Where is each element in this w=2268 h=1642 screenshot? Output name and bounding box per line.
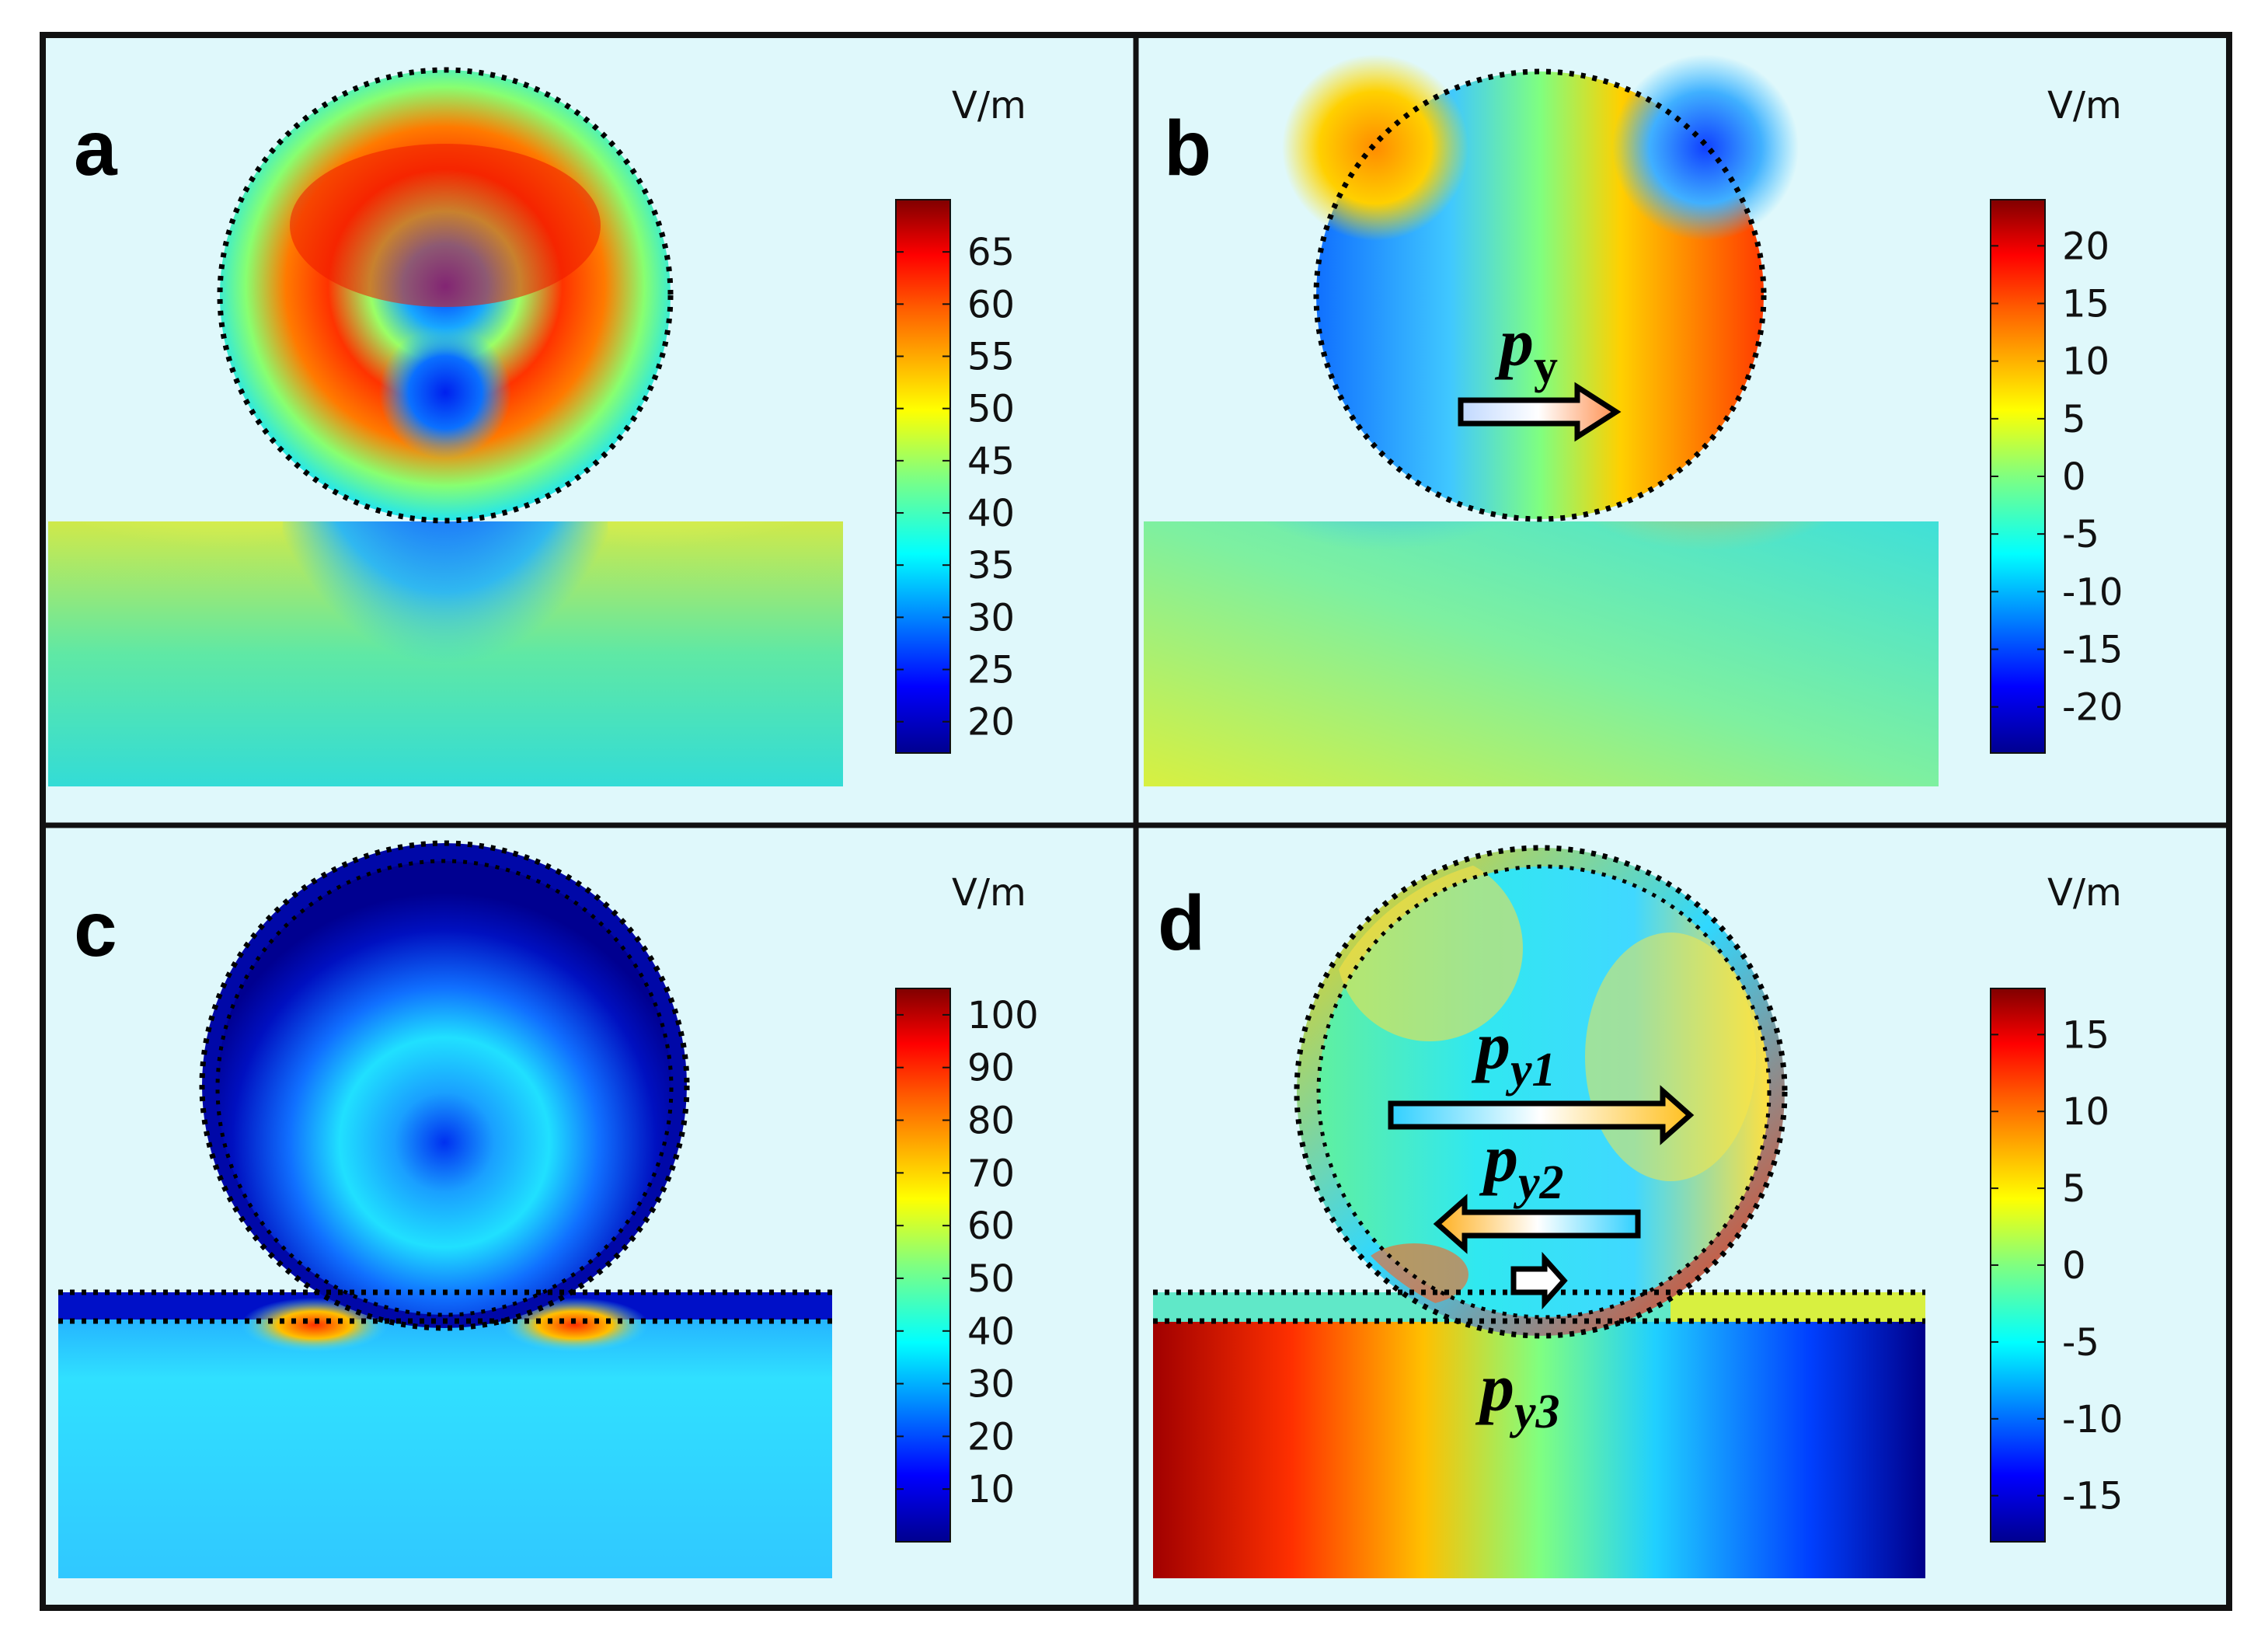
- panel-c-tick-label-1: 90: [967, 1047, 1015, 1090]
- panel-d-label-py1-sub: y1: [1505, 1044, 1556, 1096]
- panel-d-sphere-outline-inner: [1316, 864, 1772, 1320]
- panel-d-label-py3-sub: y3: [1509, 1386, 1560, 1438]
- panel-c-sphere-outline-inner: [215, 859, 674, 1317]
- panel-a-letter: a: [74, 105, 118, 192]
- panel-d-label-py1-base: p: [1471, 1009, 1510, 1084]
- panel-c-tick-label-5: 50: [967, 1257, 1015, 1301]
- panel-d-sphere-outline-outer: [1294, 845, 1788, 1339]
- panel-d-arrow-py1: [1388, 1085, 1695, 1145]
- panel-d-label-py2: py2: [1479, 1121, 1564, 1209]
- panel-b-colorbar-ticks: 20 15 10 5 0 -5 -10 -15 -20: [1991, 225, 2123, 730]
- panel-c-colorbar: [895, 988, 951, 1543]
- panel-b-tick-label-6: -10: [2062, 570, 2123, 614]
- panel-c-tick-label-9: 10: [967, 1468, 1015, 1511]
- panel-b-colorbar: [1990, 199, 2046, 754]
- panel-b-unit: V/m: [2047, 84, 2122, 127]
- panel-d-tick-label-4: -5: [2062, 1321, 2099, 1365]
- panel-a-tick-label-9: 20: [967, 701, 1015, 744]
- panel-b-arrow-py: [1458, 382, 1622, 442]
- panel-d-label-py2-base: p: [1479, 1121, 1518, 1197]
- panel-d-colorbar: [1990, 988, 2046, 1543]
- panel-a-tick-label-3: 50: [967, 388, 1015, 431]
- panel-d-letter: d: [1158, 880, 1205, 967]
- panel-c: c V/m 100 90 80 70 60 50 40 30 20 10: [58, 840, 1039, 1578]
- panel-b-slab: [1144, 521, 1939, 786]
- panel-a-unit: V/m: [952, 84, 1026, 127]
- panel-a-tick-label-5: 40: [967, 492, 1015, 535]
- panel-d-arrow-py3-small: [1510, 1251, 1568, 1310]
- panel-b-tick-label-7: -15: [2062, 629, 2123, 672]
- panel-c-slab: [58, 1292, 832, 1578]
- panel-b: py b V/m 20 15 10 5 0 -5 -10 -15 -20: [1144, 54, 2123, 786]
- panel-a-sphere-outline: [217, 67, 674, 524]
- panel-a: a V/m 65 60 55 50 45 40 35 30 25 20: [48, 67, 1026, 786]
- panel-c-colorbar-ticks: 100 90 80 70 60 50 40 30 20 10: [896, 994, 1039, 1511]
- panel-d-tick-label-5: -10: [2062, 1398, 2123, 1442]
- panel-b-letter: b: [1164, 105, 1211, 192]
- panel-b-tick-label-5: -5: [2062, 513, 2099, 556]
- panel-a-colorbar-ticks: 65 60 55 50 45 40 35 30 25 20: [896, 231, 1015, 744]
- panel-c-tick-label-4: 60: [967, 1204, 1015, 1248]
- panel-a-tick-label-7: 30: [967, 596, 1015, 640]
- panel-d-tick-label-3: 0: [2062, 1244, 2086, 1288]
- panel-a-slab: [48, 521, 843, 786]
- panel-b-label-py-sub: y: [1534, 340, 1558, 393]
- panel-c-letter: c: [74, 886, 117, 973]
- panel-a-tick-label-0: 65: [967, 231, 1015, 274]
- panel-d-tick-label-0: 15: [2062, 1013, 2109, 1057]
- panel-d-label-py3-base: p: [1475, 1351, 1514, 1426]
- panel-b-tick-label-3: 5: [2062, 398, 2086, 441]
- panel-a-tick-label-6: 35: [967, 544, 1015, 587]
- panel-c-sphere-outline-outer: [199, 840, 690, 1331]
- panel-b-sphere: [1282, 54, 1799, 522]
- panel-c-tick-label-7: 30: [967, 1363, 1015, 1407]
- panel-c-unit: V/m: [952, 871, 1026, 915]
- panel-b-sphere-outline: [1313, 68, 1767, 522]
- panel-a-sphere: [217, 67, 674, 524]
- panel-a-tick-label-8: 25: [967, 649, 1015, 692]
- panel-d-label-py1: py1: [1471, 1009, 1556, 1096]
- panel-a-tick-label-4: 45: [967, 440, 1015, 483]
- panel-c-tick-label-3: 70: [967, 1152, 1015, 1195]
- panel-d-colorbar-ticks: 15 10 5 0 -5 -10 -15: [1991, 1013, 2123, 1518]
- panel-c-sphere: [199, 840, 690, 1331]
- panel-d-tick-label-6: -15: [2062, 1475, 2123, 1518]
- panel-a-tick-label-2: 55: [967, 336, 1015, 379]
- panel-d-label-py2-sub: y2: [1513, 1156, 1564, 1209]
- panel-b-tick-label-1: 15: [2062, 283, 2109, 326]
- panel-c-tick-label-0: 100: [967, 994, 1039, 1037]
- panel-c-tick-label-2: 80: [967, 1100, 1015, 1143]
- panel-b-tick-label-2: 10: [2062, 340, 2109, 384]
- panel-d-unit: V/m: [2047, 871, 2122, 915]
- panel-b-tick-label-0: 20: [2062, 225, 2109, 268]
- panel-b-label-py: py: [1494, 305, 1558, 393]
- panel-c-tick-label-8: 20: [967, 1415, 1015, 1459]
- panel-b-tick-label-8: -20: [2062, 686, 2123, 730]
- panel-c-tick-label-6: 40: [967, 1310, 1015, 1354]
- panel-b-tick-label-4: 0: [2062, 455, 2086, 499]
- panel-d-slab: [1153, 1292, 1925, 1578]
- panel-a-tick-label-1: 60: [967, 283, 1015, 326]
- panel-a-colorbar: [895, 199, 951, 754]
- panel-d-arrow-py2: [1433, 1194, 1641, 1254]
- panel-b-label-py-base: p: [1494, 305, 1534, 381]
- panel-d-label-py3: py3: [1475, 1351, 1560, 1438]
- panel-d-tick-label-1: 10: [2062, 1090, 2109, 1134]
- panel-d-tick-label-2: 5: [2062, 1167, 2086, 1211]
